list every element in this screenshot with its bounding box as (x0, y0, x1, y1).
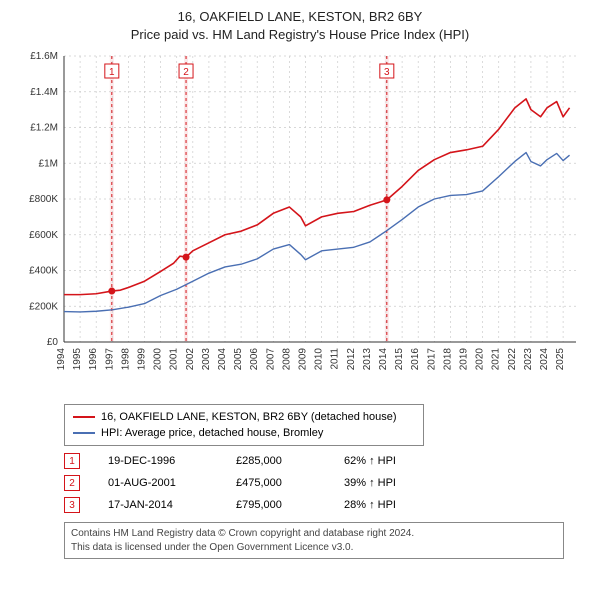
svg-text:2: 2 (183, 67, 189, 78)
svg-text:2006: 2006 (249, 348, 260, 371)
svg-text:2012: 2012 (346, 348, 357, 371)
title-line-1: 16, OAKFIELD LANE, KESTON, BR2 6BY (8, 8, 592, 26)
svg-text:1996: 1996 (88, 348, 99, 371)
legend-swatch (73, 432, 95, 434)
svg-text:2020: 2020 (475, 348, 486, 371)
sale-price: £285,000 (236, 455, 316, 467)
svg-text:£400K: £400K (29, 266, 58, 277)
sale-row: 2 01-AUG-2001 £475,000 39% ↑ HPI (64, 472, 584, 494)
sale-price: £795,000 (236, 499, 316, 511)
sale-row: 3 17-JAN-2014 £795,000 28% ↑ HPI (64, 494, 584, 516)
svg-text:2014: 2014 (378, 348, 389, 371)
svg-text:2005: 2005 (233, 348, 244, 371)
svg-text:1: 1 (109, 67, 115, 78)
svg-text:2025: 2025 (555, 348, 566, 371)
svg-text:1999: 1999 (137, 348, 148, 371)
legend-label: 16, OAKFIELD LANE, KESTON, BR2 6BY (deta… (101, 411, 397, 423)
svg-text:£800K: £800K (29, 194, 58, 205)
chart-title-block: 16, OAKFIELD LANE, KESTON, BR2 6BY Price… (8, 8, 592, 44)
line-chart: £0 £200K £400K £600K £800K £1M £1.2M £1.4M £1.6M… (8, 48, 592, 398)
sale-row: 1 19-DEC-1996 £285,000 62% ↑ HPI (64, 450, 584, 472)
svg-text:2001: 2001 (169, 348, 180, 371)
attribution-footer: Contains HM Land Registry data © Crown c… (64, 522, 564, 559)
legend: 16, OAKFIELD LANE, KESTON, BR2 6BY (deta… (64, 404, 424, 446)
sale-marker: 1 (64, 453, 80, 469)
svg-text:2024: 2024 (539, 348, 550, 371)
svg-text:2008: 2008 (281, 348, 292, 371)
svg-text:2022: 2022 (507, 348, 518, 371)
svg-text:£600K: £600K (29, 230, 58, 241)
svg-text:2009: 2009 (298, 348, 309, 371)
sale-pct: 39% ↑ HPI (344, 477, 434, 489)
sales-table: 1 19-DEC-1996 £285,000 62% ↑ HPI 2 01-AUG-200… (64, 450, 584, 516)
svg-text:£200K: £200K (29, 302, 58, 313)
title-line-2: Price paid vs. HM Land Registry's House … (8, 26, 592, 44)
legend-row: 16, OAKFIELD LANE, KESTON, BR2 6BY (deta… (73, 409, 415, 425)
footer-line-2: This data is licensed under the Open Gov… (71, 541, 557, 555)
sale-pct: 62% ↑ HPI (344, 455, 434, 467)
svg-text:2013: 2013 (362, 348, 373, 371)
svg-text:2003: 2003 (201, 348, 212, 371)
svg-text:£1.2M: £1.2M (30, 123, 58, 134)
svg-text:£1M: £1M (39, 159, 58, 170)
svg-text:£1.4M: £1.4M (30, 87, 58, 98)
svg-text:£0: £0 (47, 337, 59, 348)
svg-text:1998: 1998 (120, 348, 131, 371)
svg-text:1995: 1995 (72, 348, 83, 371)
svg-text:2007: 2007 (265, 348, 276, 371)
svg-text:2017: 2017 (426, 348, 437, 371)
sale-date: 17-JAN-2014 (108, 499, 208, 511)
svg-text:1994: 1994 (56, 348, 67, 371)
svg-text:1997: 1997 (104, 348, 115, 371)
chart-container: £0 £200K £400K £600K £800K £1M £1.2M £1.4M £1.6M… (8, 48, 592, 398)
sale-marker: 2 (64, 475, 80, 491)
svg-text:2023: 2023 (523, 348, 534, 371)
svg-text:2002: 2002 (185, 348, 196, 371)
svg-text:2015: 2015 (394, 348, 405, 371)
svg-text:2021: 2021 (491, 348, 502, 371)
svg-text:2018: 2018 (442, 348, 453, 371)
sale-price: £475,000 (236, 477, 316, 489)
legend-swatch (73, 416, 95, 418)
sale-pct: 28% ↑ HPI (344, 499, 434, 511)
svg-text:3: 3 (384, 67, 390, 78)
svg-text:2016: 2016 (410, 348, 421, 371)
svg-text:2011: 2011 (330, 348, 341, 370)
sale-marker: 3 (64, 497, 80, 513)
svg-text:2019: 2019 (459, 348, 470, 371)
legend-row: HPI: Average price, detached house, Brom… (73, 425, 415, 441)
sale-date: 01-AUG-2001 (108, 477, 208, 489)
footer-line-1: Contains HM Land Registry data © Crown c… (71, 527, 557, 541)
svg-text:£1.6M: £1.6M (30, 51, 58, 62)
svg-text:2004: 2004 (217, 348, 228, 371)
legend-label: HPI: Average price, detached house, Brom… (101, 427, 323, 439)
svg-text:2010: 2010 (314, 348, 325, 371)
svg-text:2000: 2000 (153, 348, 164, 371)
sale-date: 19-DEC-1996 (108, 455, 208, 467)
